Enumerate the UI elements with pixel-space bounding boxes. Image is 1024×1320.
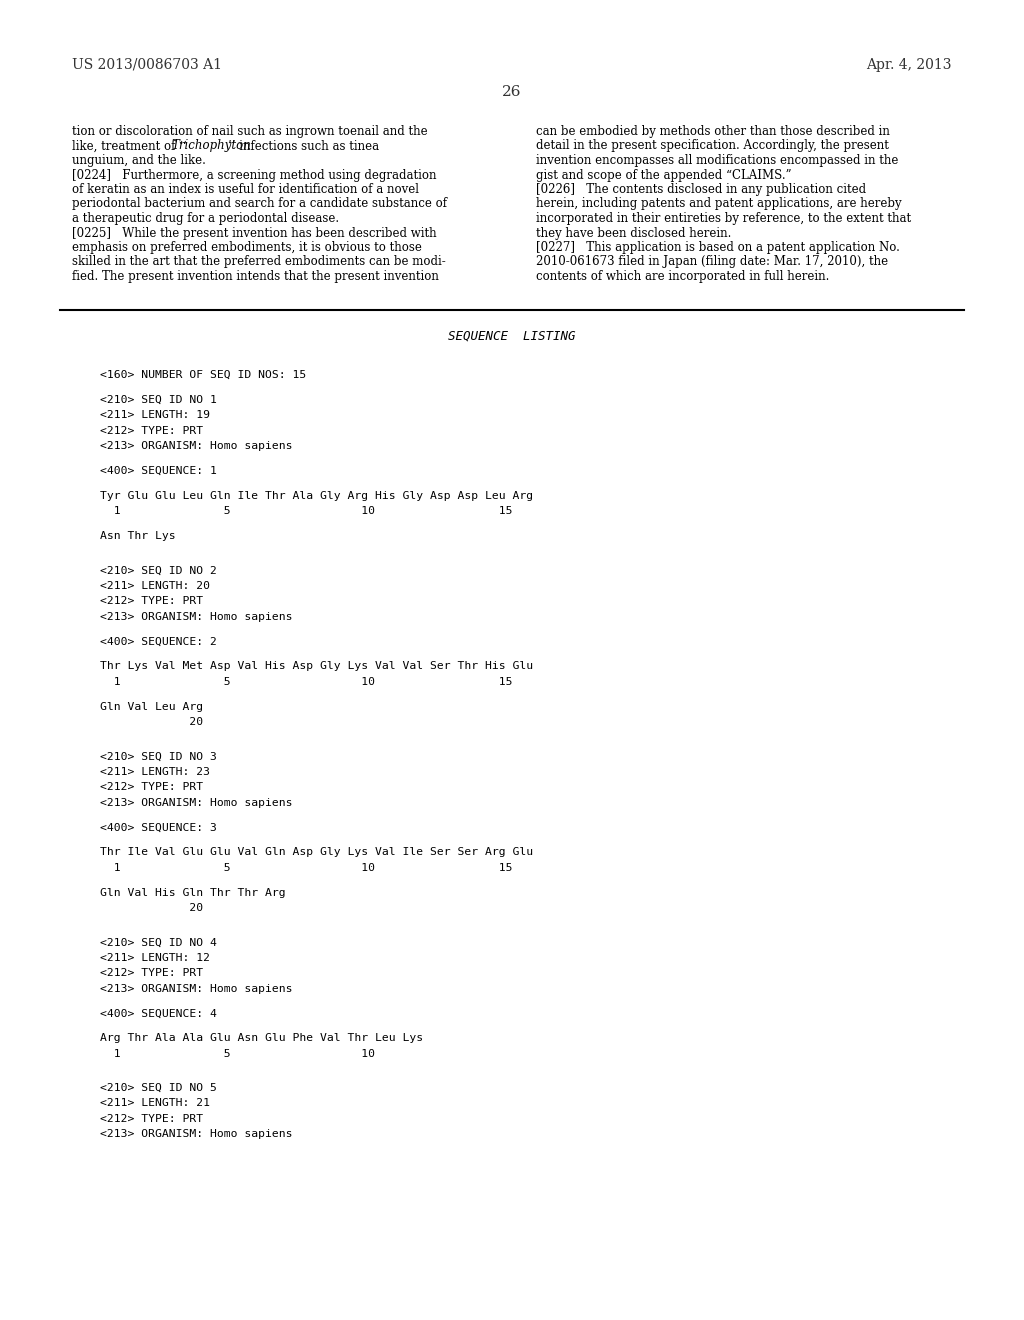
Text: <212> TYPE: PRT: <212> TYPE: PRT xyxy=(100,597,203,606)
Text: unguium, and the like.: unguium, and the like. xyxy=(72,154,206,168)
Text: 1               5                   10: 1 5 10 xyxy=(100,1049,375,1059)
Text: <213> ORGANISM: Homo sapiens: <213> ORGANISM: Homo sapiens xyxy=(100,441,293,451)
Text: Arg Thr Ala Ala Glu Asn Glu Phe Val Thr Leu Lys: Arg Thr Ala Ala Glu Asn Glu Phe Val Thr … xyxy=(100,1034,423,1043)
Text: SEQUENCE  LISTING: SEQUENCE LISTING xyxy=(449,330,575,343)
Text: <212> TYPE: PRT: <212> TYPE: PRT xyxy=(100,783,203,792)
Text: <160> NUMBER OF SEQ ID NOS: 15: <160> NUMBER OF SEQ ID NOS: 15 xyxy=(100,370,306,380)
Text: a therapeutic drug for a periodontal disease.: a therapeutic drug for a periodontal dis… xyxy=(72,213,339,224)
Text: <211> LENGTH: 23: <211> LENGTH: 23 xyxy=(100,767,210,776)
Text: 20: 20 xyxy=(100,903,203,913)
Text: <210> SEQ ID NO 2: <210> SEQ ID NO 2 xyxy=(100,565,217,576)
Text: 1               5                   10                  15: 1 5 10 15 xyxy=(100,677,512,686)
Text: Thr Ile Val Glu Glu Val Gln Asp Gly Lys Val Ile Ser Ser Arg Glu: Thr Ile Val Glu Glu Val Gln Asp Gly Lys … xyxy=(100,847,534,858)
Text: Apr. 4, 2013: Apr. 4, 2013 xyxy=(866,58,952,73)
Text: [0225]   While the present invention has been described with: [0225] While the present invention has b… xyxy=(72,227,436,239)
Text: can be embodied by methods other than those described in: can be embodied by methods other than th… xyxy=(536,125,890,139)
Text: [0227]   This application is based on a patent application No.: [0227] This application is based on a pa… xyxy=(536,242,900,253)
Text: contents of which are incorporated in full herein.: contents of which are incorporated in fu… xyxy=(536,271,829,282)
Text: <212> TYPE: PRT: <212> TYPE: PRT xyxy=(100,969,203,978)
Text: 1               5                   10                  15: 1 5 10 15 xyxy=(100,863,512,873)
Text: <211> LENGTH: 19: <211> LENGTH: 19 xyxy=(100,411,210,420)
Text: <400> SEQUENCE: 1: <400> SEQUENCE: 1 xyxy=(100,466,217,477)
Text: like, treatment of ‘‘: like, treatment of ‘‘ xyxy=(72,140,186,153)
Text: fied. The present invention intends that the present invention: fied. The present invention intends that… xyxy=(72,271,439,282)
Text: invention encompasses all modifications encompassed in the: invention encompasses all modifications … xyxy=(536,154,898,168)
Text: <210> SEQ ID NO 4: <210> SEQ ID NO 4 xyxy=(100,937,217,948)
Text: Gln Val His Gln Thr Thr Arg: Gln Val His Gln Thr Thr Arg xyxy=(100,887,286,898)
Text: they have been disclosed herein.: they have been disclosed herein. xyxy=(536,227,731,239)
Text: <210> SEQ ID NO 1: <210> SEQ ID NO 1 xyxy=(100,395,217,405)
Text: 20: 20 xyxy=(100,717,203,727)
Text: detail in the present specification. Accordingly, the present: detail in the present specification. Acc… xyxy=(536,140,889,153)
Text: <213> ORGANISM: Homo sapiens: <213> ORGANISM: Homo sapiens xyxy=(100,983,293,994)
Text: <212> TYPE: PRT: <212> TYPE: PRT xyxy=(100,1114,203,1125)
Text: 2010-061673 filed in Japan (filing date: Mar. 17, 2010), the: 2010-061673 filed in Japan (filing date:… xyxy=(536,256,888,268)
Text: Gln Val Leu Arg: Gln Val Leu Arg xyxy=(100,702,203,711)
Text: US 2013/0086703 A1: US 2013/0086703 A1 xyxy=(72,58,222,73)
Text: <211> LENGTH: 12: <211> LENGTH: 12 xyxy=(100,953,210,962)
Text: <210> SEQ ID NO 3: <210> SEQ ID NO 3 xyxy=(100,751,217,762)
Text: <211> LENGTH: 20: <211> LENGTH: 20 xyxy=(100,581,210,591)
Text: emphasis on preferred embodiments, it is obvious to those: emphasis on preferred embodiments, it is… xyxy=(72,242,422,253)
Text: Thr Lys Val Met Asp Val His Asp Gly Lys Val Val Ser Thr His Glu: Thr Lys Val Met Asp Val His Asp Gly Lys … xyxy=(100,661,534,672)
Text: 26: 26 xyxy=(502,84,522,99)
Text: 1               5                   10                  15: 1 5 10 15 xyxy=(100,507,512,516)
Text: <400> SEQUENCE: 4: <400> SEQUENCE: 4 xyxy=(100,1008,217,1019)
Text: <210> SEQ ID NO 5: <210> SEQ ID NO 5 xyxy=(100,1082,217,1093)
Text: <400> SEQUENCE: 2: <400> SEQUENCE: 2 xyxy=(100,636,217,647)
Text: herein, including patents and patent applications, are hereby: herein, including patents and patent app… xyxy=(536,198,901,210)
Text: skilled in the art that the preferred embodiments can be modi-: skilled in the art that the preferred em… xyxy=(72,256,445,268)
Text: <400> SEQUENCE: 3: <400> SEQUENCE: 3 xyxy=(100,822,217,833)
Text: Tyr Glu Glu Leu Gln Ile Thr Ala Gly Arg His Gly Asp Asp Leu Arg: Tyr Glu Glu Leu Gln Ile Thr Ala Gly Arg … xyxy=(100,491,534,500)
Text: Trichophyton: Trichophyton xyxy=(171,140,251,153)
Text: [0226]   The contents disclosed in any publication cited: [0226] The contents disclosed in any pub… xyxy=(536,183,866,195)
Text: periodontal bacterium and search for a candidate substance of: periodontal bacterium and search for a c… xyxy=(72,198,447,210)
Text: tion or discoloration of nail such as ingrown toenail and the: tion or discoloration of nail such as in… xyxy=(72,125,428,139)
Text: <213> ORGANISM: Homo sapiens: <213> ORGANISM: Homo sapiens xyxy=(100,1130,293,1139)
Text: <213> ORGANISM: Homo sapiens: <213> ORGANISM: Homo sapiens xyxy=(100,611,293,622)
Text: [0224]   Furthermore, a screening method using degradation: [0224] Furthermore, a screening method u… xyxy=(72,169,436,181)
Text: <211> LENGTH: 21: <211> LENGTH: 21 xyxy=(100,1098,210,1109)
Text: <213> ORGANISM: Homo sapiens: <213> ORGANISM: Homo sapiens xyxy=(100,797,293,808)
Text: of keratin as an index is useful for identification of a novel: of keratin as an index is useful for ide… xyxy=(72,183,419,195)
Text: incorporated in their entireties by reference, to the extent that: incorporated in their entireties by refe… xyxy=(536,213,911,224)
Text: gist and scope of the appended “CLAIMS.”: gist and scope of the appended “CLAIMS.” xyxy=(536,169,792,181)
Text: Asn Thr Lys: Asn Thr Lys xyxy=(100,531,176,541)
Text: <212> TYPE: PRT: <212> TYPE: PRT xyxy=(100,426,203,436)
Text: ’’ infections such as tinea: ’’ infections such as tinea xyxy=(227,140,379,153)
